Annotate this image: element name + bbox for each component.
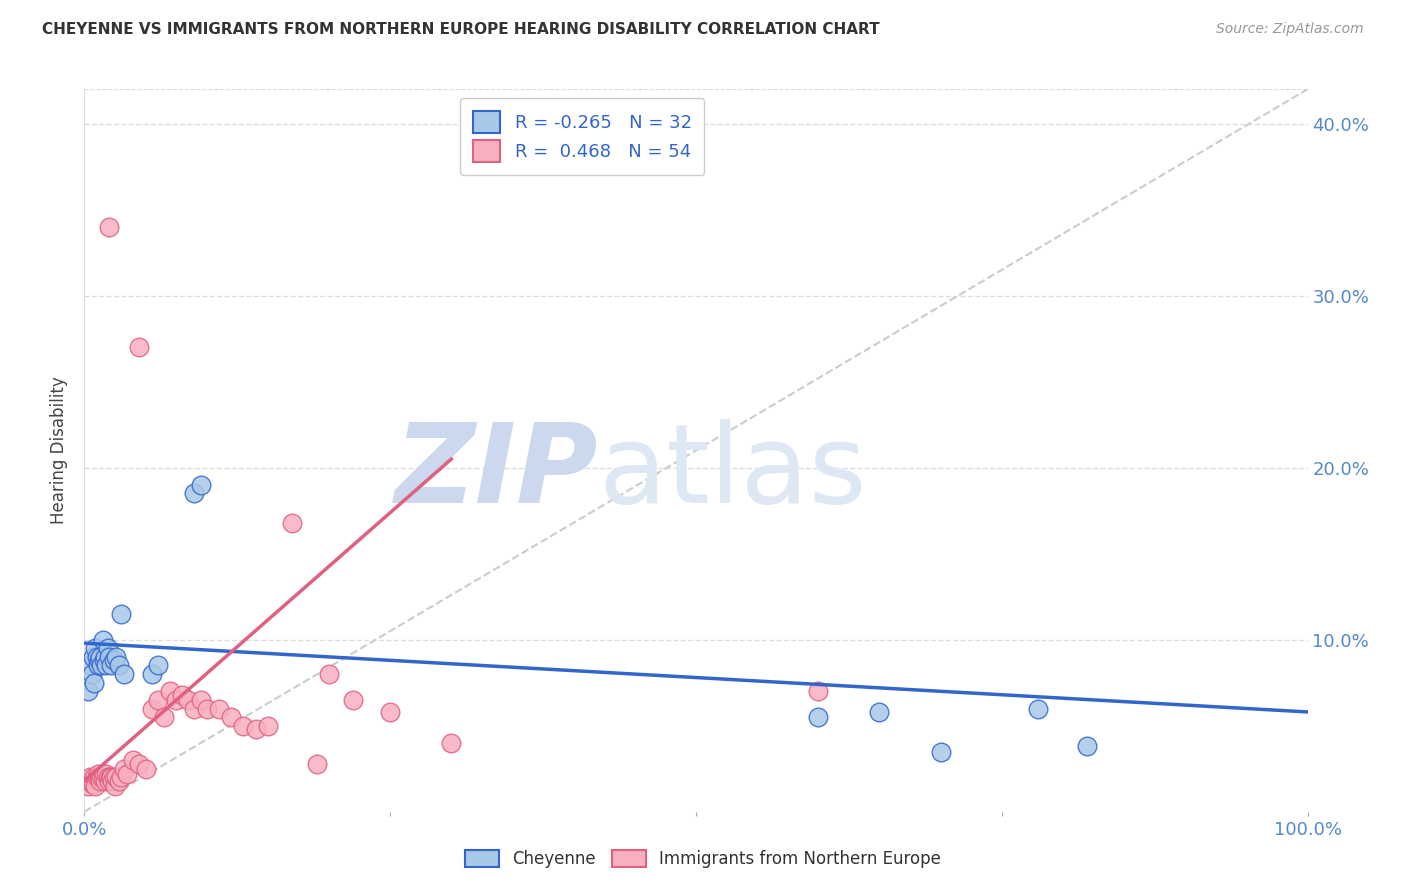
Point	[245, 722, 267, 736]
Point	[110, 770, 132, 784]
Point	[159, 684, 181, 698]
Point	[87, 770, 110, 784]
Point	[1076, 739, 1098, 754]
Point	[103, 770, 125, 784]
Point	[83, 675, 105, 690]
Text: Source: ZipAtlas.com: Source: ZipAtlas.com	[1216, 22, 1364, 37]
Point	[79, 770, 101, 784]
Point	[807, 684, 830, 698]
Point	[281, 516, 304, 530]
Point	[77, 773, 100, 788]
Point	[146, 693, 169, 707]
Point	[112, 762, 135, 776]
Point	[93, 653, 115, 667]
Point	[84, 779, 107, 793]
Text: ZIP: ZIP	[395, 418, 598, 525]
Point	[105, 770, 128, 784]
Point	[257, 719, 280, 733]
Point	[342, 693, 364, 707]
Point	[146, 658, 169, 673]
Y-axis label: Hearing Disability: Hearing Disability	[51, 376, 69, 524]
Point	[183, 701, 205, 715]
Point	[135, 762, 157, 776]
Point	[115, 767, 138, 781]
Point	[100, 770, 122, 784]
Point	[79, 658, 101, 673]
Point	[84, 641, 107, 656]
Legend: Cheyenne, Immigrants from Northern Europe: Cheyenne, Immigrants from Northern Europ…	[458, 843, 948, 875]
Point	[318, 667, 340, 681]
Point	[165, 693, 187, 707]
Point	[90, 658, 112, 673]
Point	[91, 770, 114, 784]
Point	[91, 632, 114, 647]
Point	[80, 773, 103, 788]
Point	[195, 701, 218, 715]
Point	[89, 773, 111, 788]
Point	[97, 641, 120, 656]
Point	[97, 770, 120, 784]
Point	[190, 478, 212, 492]
Point	[87, 767, 110, 781]
Point	[305, 756, 328, 771]
Point	[76, 773, 98, 788]
Point	[97, 649, 120, 664]
Point	[98, 770, 121, 784]
Point	[869, 705, 891, 719]
Point	[96, 767, 118, 781]
Point	[380, 705, 402, 719]
Point	[105, 649, 128, 664]
Point	[208, 701, 231, 715]
Point	[77, 779, 100, 793]
Point	[122, 753, 145, 767]
Point	[82, 777, 104, 791]
Point	[172, 688, 194, 702]
Point	[89, 649, 111, 664]
Point	[929, 744, 952, 758]
Point	[807, 710, 830, 724]
Point	[82, 649, 104, 664]
Point	[107, 773, 129, 788]
Point	[77, 684, 100, 698]
Point	[94, 773, 117, 788]
Point	[107, 658, 129, 673]
Point	[100, 658, 122, 673]
Point	[83, 770, 105, 784]
Point	[87, 653, 110, 667]
Point	[141, 667, 163, 681]
Point	[183, 486, 205, 500]
Text: CHEYENNE VS IMMIGRANTS FROM NORTHERN EUROPE HEARING DISABILITY CORRELATION CHART: CHEYENNE VS IMMIGRANTS FROM NORTHERN EUR…	[42, 22, 880, 37]
Point	[101, 773, 124, 788]
Point	[96, 658, 118, 673]
Point	[128, 340, 150, 354]
Point	[112, 667, 135, 681]
Point	[153, 710, 176, 724]
Point	[80, 667, 103, 681]
Point	[94, 649, 117, 664]
Point	[1028, 701, 1050, 715]
Point	[97, 219, 120, 234]
Point	[232, 719, 254, 733]
Point	[177, 693, 200, 707]
Point	[103, 653, 125, 667]
Point	[440, 736, 463, 750]
Point	[219, 710, 242, 724]
Point	[93, 767, 115, 781]
Text: atlas: atlas	[598, 418, 866, 525]
Point	[86, 649, 108, 664]
Legend: R = -0.265   N = 32, R =  0.468   N = 54: R = -0.265 N = 32, R = 0.468 N = 54	[460, 98, 704, 175]
Point	[90, 770, 112, 784]
Point	[104, 779, 127, 793]
Point	[141, 701, 163, 715]
Point	[128, 756, 150, 771]
Point	[190, 693, 212, 707]
Point	[86, 770, 108, 784]
Point	[97, 773, 120, 788]
Point	[87, 658, 110, 673]
Point	[110, 607, 132, 621]
